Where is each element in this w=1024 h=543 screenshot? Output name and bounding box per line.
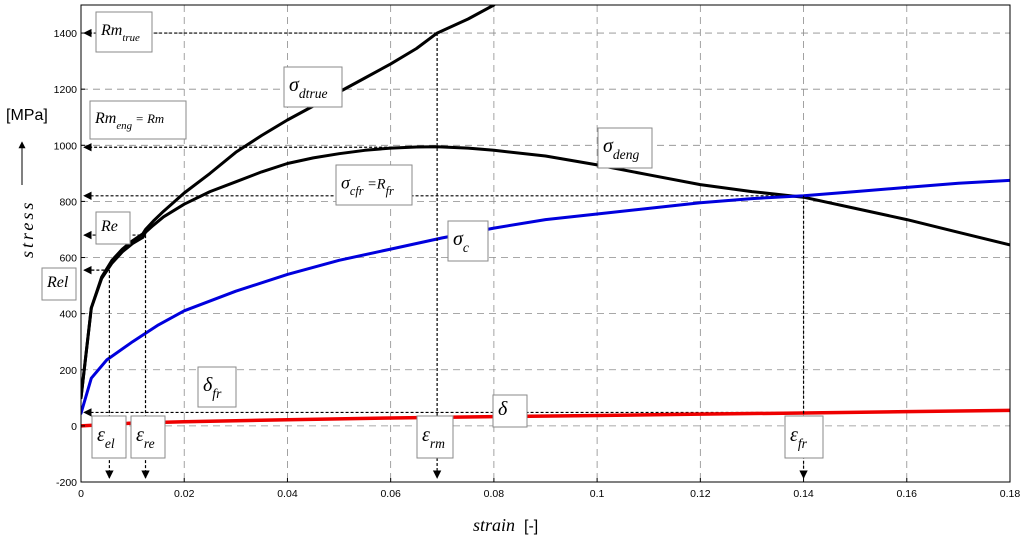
annotation-delta: δ xyxy=(492,394,528,428)
annotation-text: Rmeng = Rm xyxy=(94,110,164,132)
y-tick-label: 400 xyxy=(59,309,77,321)
annotation-rel: Rel xyxy=(41,267,77,301)
annotation-text: σc xyxy=(453,228,469,255)
series-lines xyxy=(81,5,1010,428)
series-line xyxy=(81,145,1010,400)
annotation-text: σdeng xyxy=(603,135,640,162)
annotation-eps-fr: εfr xyxy=(784,415,824,459)
x-axis-label: strain xyxy=(473,515,515,535)
x-tick-label: 0.18 xyxy=(1000,488,1021,500)
annotation-sigma-cfr: σcfr =Rfr xyxy=(335,164,413,206)
series-line xyxy=(81,408,1010,428)
x-tick-label: 0.14 xyxy=(793,488,814,500)
annotation-boxes: Rmtrue Rmeng = Rm Re Rel σdtrue σdeng σcfr =Rf… xyxy=(41,11,824,459)
y-tick-label: 800 xyxy=(59,196,77,208)
x-tick-label: 0.02 xyxy=(174,488,195,500)
y-tick-label: 1200 xyxy=(54,84,78,96)
x-tick-label: 0.08 xyxy=(484,488,505,500)
x-axis-unit: [-] xyxy=(524,518,538,535)
y-axis-label: stress xyxy=(17,200,37,258)
annotation-rm-eng: Rmeng = Rm xyxy=(89,100,187,140)
annotation-eps-re: εre xyxy=(130,415,166,459)
annotation-eps-el: εel xyxy=(91,415,127,459)
annotation-text: σcfr =Rfr xyxy=(341,173,394,198)
annotation-re: Re xyxy=(95,211,131,245)
annotation-sigma-dtrue: σdtrue xyxy=(283,66,343,108)
annotation-eps-rm: εrm xyxy=(416,415,454,459)
annotation-text: δ xyxy=(498,398,508,420)
annotation-text: δfr xyxy=(203,374,222,401)
annotation-text: εrm xyxy=(422,424,445,451)
x-tick-label: 0.12 xyxy=(690,488,711,500)
annotation-text: σdtrue xyxy=(289,74,328,101)
y-tick-label: 600 xyxy=(59,253,77,265)
annotation-text: εfr xyxy=(790,424,808,451)
annotation-text: εel xyxy=(97,424,115,451)
annotation-text: εre xyxy=(136,424,155,451)
plot-frame xyxy=(80,4,1011,483)
y-tick-label: -200 xyxy=(56,477,77,489)
plot-border xyxy=(80,4,1011,483)
y-tick-label: 0 xyxy=(71,421,77,433)
x-tick-label: 0.06 xyxy=(380,488,401,500)
annotation-text: Re xyxy=(100,218,118,235)
annotation-rm-true: Rmtrue xyxy=(95,11,153,53)
annotation-sigma-deng: σdeng xyxy=(597,127,653,169)
annotation-delta-fr: δfr xyxy=(197,366,237,408)
y-axis-unit: [MPa] xyxy=(6,107,48,124)
y-tick-label: 1000 xyxy=(54,140,78,152)
annotation-text: Rmtrue xyxy=(100,22,140,44)
x-tick-label: 0.16 xyxy=(897,488,918,500)
reference-lines xyxy=(83,28,804,417)
x-tick-label: 0 xyxy=(78,488,84,500)
series-line xyxy=(81,5,496,400)
annotation-sigma-c: σc xyxy=(447,220,489,262)
y-tick-label: 200 xyxy=(59,365,77,377)
annotation-text: Rel xyxy=(46,274,69,291)
x-tick-label: 0.1 xyxy=(590,488,605,500)
x-tick-label: 0.04 xyxy=(277,488,298,500)
tick-labels: 0 0.02 0.04 0.06 0.08 0.1 0.12 0.14 0.16 0.18 -200… xyxy=(54,28,1021,500)
y-tick-label: 1400 xyxy=(54,28,78,40)
